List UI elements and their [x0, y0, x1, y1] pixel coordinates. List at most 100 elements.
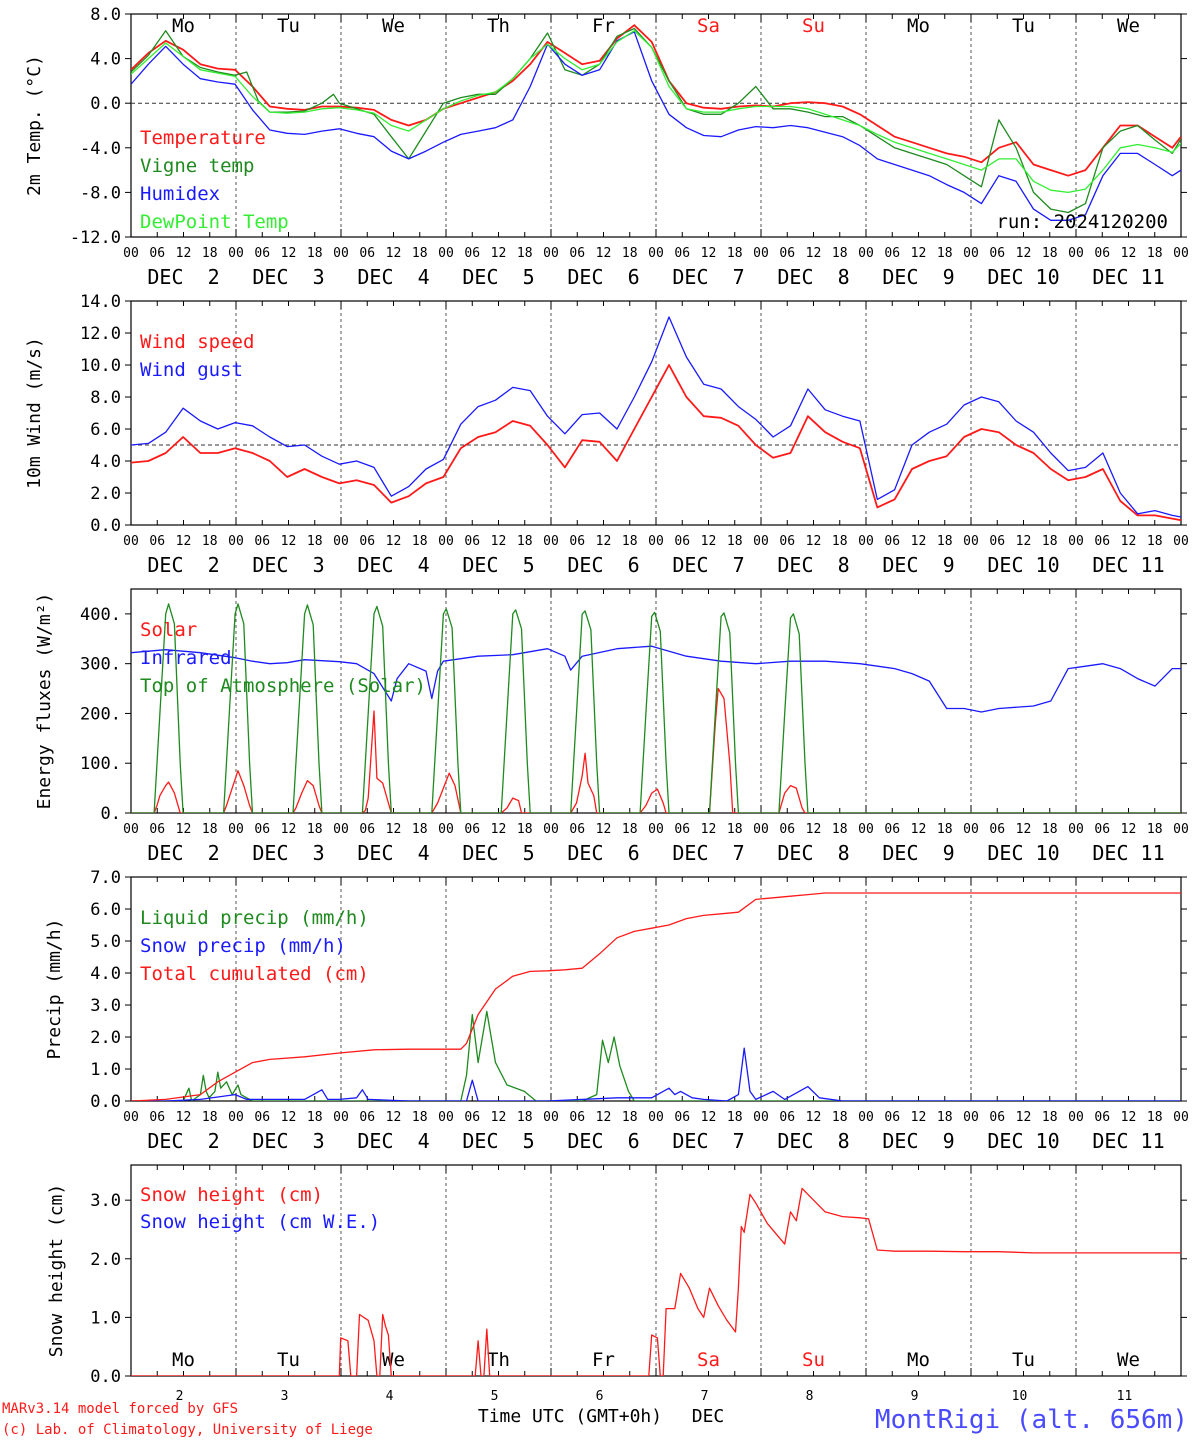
- x-hour-label: 12: [911, 1110, 927, 1125]
- series-line-humidex: [131, 31, 1181, 221]
- x-hour-label: 12: [701, 822, 717, 837]
- y-tick-label: 12.0: [80, 324, 121, 344]
- weekday-label: Fr: [592, 1349, 615, 1371]
- x-hour-label: 12: [911, 534, 927, 549]
- weekday-label: Th: [487, 15, 510, 37]
- x-hour-label: 12: [911, 822, 927, 837]
- date-label: DEC 11: [1092, 841, 1164, 865]
- x-hour-label: 00: [228, 246, 244, 261]
- x-hour-label: 06: [569, 534, 585, 549]
- legend-entry: DewPoint Temp: [140, 211, 289, 233]
- panel-1: 8.0 4.0 0.0 -4.0 -8.0 -12.0 2m Temp. (°C) 00 06 1…: [24, 5, 1189, 289]
- y-tick-label: 8.0: [90, 388, 121, 408]
- y-tick-label: 300.: [80, 655, 121, 675]
- weekday-label: Tu: [1012, 1349, 1035, 1371]
- x-hour-label: 18: [1147, 246, 1163, 261]
- x-hour-label: 00: [228, 1110, 244, 1125]
- x-hour-label: 12: [491, 822, 507, 837]
- date-label: DEC 3: [252, 553, 324, 577]
- date-label: DEC 8: [777, 841, 849, 865]
- x-hour-label: 18: [937, 1110, 953, 1125]
- x-hour-label: 12: [281, 534, 297, 549]
- x-hour-label: 06: [884, 534, 900, 549]
- x-hour-label: 12: [1121, 822, 1137, 837]
- x-hour-label: 00: [648, 246, 664, 261]
- x-hour-label: 06: [674, 1110, 690, 1125]
- y-tick-label: 1.0: [90, 1308, 121, 1328]
- x-hour-label: 06: [254, 246, 270, 261]
- x-hour-label: 06: [254, 1110, 270, 1125]
- x-hour-label: 06: [884, 246, 900, 261]
- day-number-label: 10: [1012, 1389, 1028, 1404]
- date-label: DEC 9: [882, 841, 954, 865]
- x-hour-label: 00: [228, 822, 244, 837]
- x-hour-label: 06: [674, 246, 690, 261]
- weekday-label: Mo: [172, 1349, 195, 1371]
- x-hour-label: 18: [1147, 822, 1163, 837]
- weekday-label: Sa: [697, 1349, 720, 1371]
- x-hour-label: 00: [753, 822, 769, 837]
- x-hour-label: 18: [937, 822, 953, 837]
- legend-entry: Wind speed: [140, 331, 254, 353]
- run-label: run: 2024120200: [996, 211, 1168, 233]
- x-hour-label: 00: [543, 1110, 559, 1125]
- x-hour-label: 06: [149, 822, 165, 837]
- x-hour-label: 06: [1094, 246, 1110, 261]
- x-hour-label: 06: [1094, 822, 1110, 837]
- date-label: DEC 9: [882, 553, 954, 577]
- x-hour-label: 12: [806, 534, 822, 549]
- date-label: DEC 4: [357, 265, 429, 289]
- y-axis-label: 2m Temp. (°C): [24, 55, 45, 196]
- y-tick-label: 10.0: [80, 356, 121, 376]
- x-hour-label: 18: [517, 822, 533, 837]
- x-hour-label: 00: [1173, 534, 1189, 549]
- series-line-total-cumulated-cm: [131, 892, 1181, 1101]
- weekday-label: Fr: [592, 15, 615, 37]
- weekday-label: Mo: [907, 1349, 930, 1371]
- x-hour-label: 18: [622, 1110, 638, 1125]
- y-tick-label: 7.0: [90, 868, 121, 888]
- y-tick-label: 0.0: [90, 1367, 121, 1387]
- x-hour-label: 06: [569, 1110, 585, 1125]
- legend-entry: Humidex: [140, 183, 220, 205]
- x-hour-label: 06: [674, 534, 690, 549]
- x-hour-label: 00: [1173, 246, 1189, 261]
- legend-entry: Snow height (cm): [140, 1184, 323, 1206]
- plot-frame: [130, 13, 1182, 238]
- x-hour-label: 06: [359, 246, 375, 261]
- x-hour-label: 00: [123, 822, 139, 837]
- x-hour-label: 06: [779, 534, 795, 549]
- series-line-snow-height-cm: [131, 1187, 1181, 1376]
- date-label: DEC 6: [567, 841, 639, 865]
- x-hour-label: 12: [386, 246, 402, 261]
- legend-entry: Vigne temp: [140, 155, 254, 177]
- x-hour-label: 06: [464, 534, 480, 549]
- day-number-label: 2: [176, 1389, 184, 1404]
- x-hour-label: 18: [202, 822, 218, 837]
- x-hour-label: 06: [464, 246, 480, 261]
- x-hour-label: 18: [937, 246, 953, 261]
- x-hour-label: 12: [701, 1110, 717, 1125]
- day-number-label: 6: [596, 1389, 604, 1404]
- x-hour-label: 06: [884, 1110, 900, 1125]
- x-hour-label: 00: [1173, 1110, 1189, 1125]
- x-hour-label: 06: [254, 534, 270, 549]
- date-label: DEC 5: [462, 841, 534, 865]
- x-hour-label: 12: [806, 822, 822, 837]
- x-hour-label: 00: [963, 1110, 979, 1125]
- date-label: DEC 8: [777, 265, 849, 289]
- date-label: DEC 11: [1092, 265, 1164, 289]
- y-tick-label: 1.0: [90, 1060, 121, 1080]
- x-hour-label: 00: [438, 246, 454, 261]
- y-tick-label: 0.0: [90, 516, 121, 536]
- time-axis-title: Time UTC (GMT+0h): [478, 1406, 662, 1427]
- date-label: DEC 2: [147, 265, 219, 289]
- x-hour-label: 00: [438, 822, 454, 837]
- x-hour-label: 18: [622, 822, 638, 837]
- y-tick-label: 2.0: [90, 1028, 121, 1048]
- date-label: DEC 4: [357, 553, 429, 577]
- x-hour-label: 18: [832, 822, 848, 837]
- y-axis-label: Snow height (cm): [46, 1184, 67, 1357]
- day-number-label: 9: [911, 1389, 919, 1404]
